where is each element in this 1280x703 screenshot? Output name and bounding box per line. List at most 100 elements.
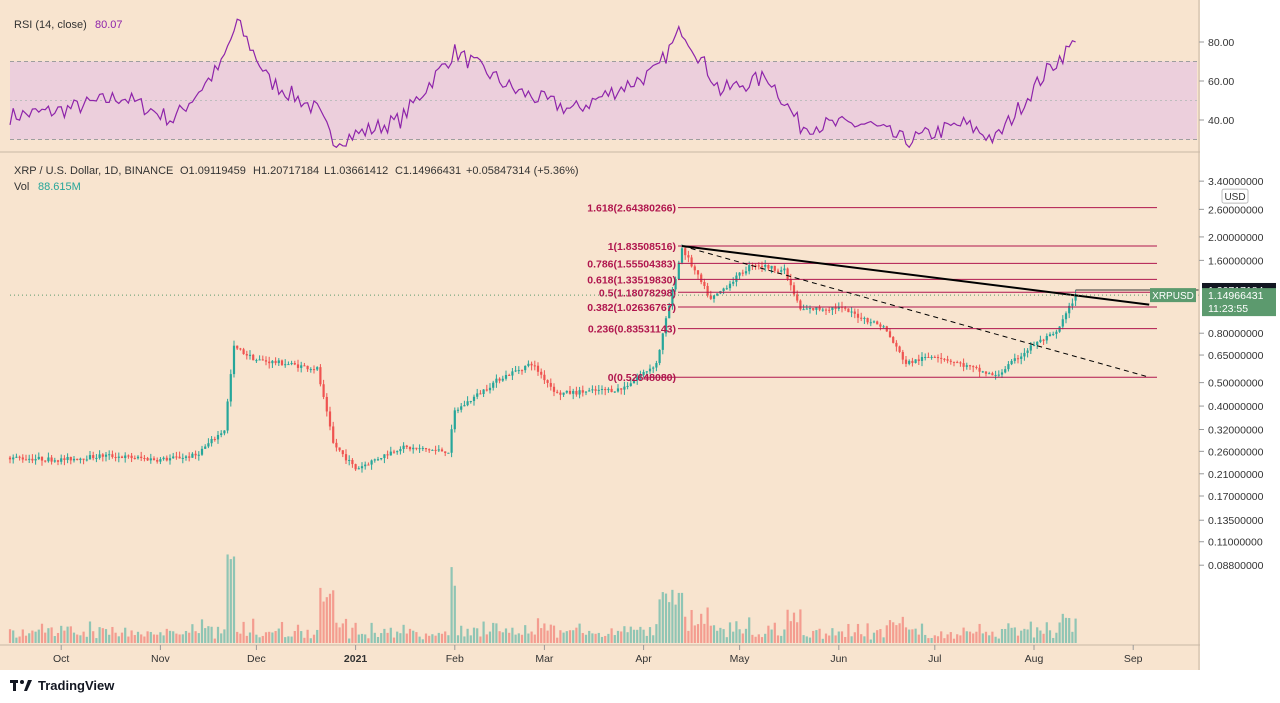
volume-bar bbox=[562, 632, 565, 643]
candle-body bbox=[408, 447, 412, 450]
volume-bar bbox=[908, 629, 911, 643]
volume-bar bbox=[952, 638, 956, 643]
tradingview-brand[interactable]: TradingView bbox=[10, 678, 114, 693]
candle-body bbox=[213, 438, 216, 440]
price-tick-label: 3.40000000 bbox=[1208, 176, 1264, 188]
volume-bar bbox=[866, 623, 869, 643]
candle-body bbox=[156, 459, 159, 462]
candle-body bbox=[252, 354, 255, 361]
volume-bar bbox=[479, 636, 482, 643]
volume-bar bbox=[530, 631, 533, 643]
volume-bar bbox=[159, 632, 162, 643]
volume-bar bbox=[783, 629, 786, 643]
candle-body bbox=[776, 270, 780, 272]
volume-bar bbox=[997, 638, 1000, 643]
volume-bar bbox=[744, 628, 748, 643]
candle-body bbox=[863, 317, 866, 319]
volume-bar bbox=[508, 632, 511, 643]
candle-body bbox=[760, 266, 764, 268]
volume-bar bbox=[335, 622, 338, 643]
volume-bar bbox=[1029, 621, 1032, 643]
volume-bar bbox=[149, 631, 152, 643]
candle-body bbox=[936, 357, 940, 359]
candle-body bbox=[856, 313, 860, 318]
volume-bar bbox=[268, 631, 271, 643]
volume-bar bbox=[82, 631, 85, 643]
volume-bar bbox=[725, 637, 728, 643]
fib-label: 1.618(2.64380266) bbox=[587, 203, 676, 215]
volume-bar bbox=[559, 630, 562, 643]
candle-body bbox=[447, 452, 450, 454]
volume-bar bbox=[1039, 630, 1042, 643]
candle-body bbox=[220, 433, 223, 435]
volume-bar bbox=[312, 634, 316, 643]
volume-bar bbox=[111, 626, 114, 643]
volume-bar bbox=[546, 630, 549, 643]
volume-bar bbox=[277, 628, 280, 643]
volume-bar bbox=[280, 621, 284, 643]
candle-body bbox=[226, 401, 229, 431]
volume-bar bbox=[844, 636, 847, 643]
candle-body bbox=[140, 456, 143, 458]
volume-bar bbox=[735, 621, 738, 643]
volume-bar bbox=[808, 637, 812, 643]
volume-bar bbox=[450, 567, 453, 643]
symbol-tag bbox=[1150, 288, 1196, 303]
volume-bar bbox=[901, 616, 904, 643]
volume-bar bbox=[181, 634, 184, 643]
candle-body bbox=[802, 309, 805, 311]
volume-bar bbox=[428, 635, 431, 643]
volume-bar bbox=[485, 634, 488, 643]
candle-body bbox=[812, 308, 815, 310]
volume-bar bbox=[223, 629, 226, 643]
candle-body bbox=[309, 369, 312, 371]
volume-bar bbox=[904, 627, 908, 643]
resistance-trendline[interactable] bbox=[681, 244, 1150, 306]
volume-bar bbox=[946, 634, 949, 643]
candle-body bbox=[876, 321, 879, 325]
candle-body bbox=[709, 295, 712, 299]
candle-body bbox=[31, 458, 34, 461]
volume-bar bbox=[332, 590, 335, 643]
xrp-chart[interactable]: 1.618(2.64380266) 1(1.83508516) 0.786(1.55… bbox=[0, 0, 1280, 670]
volume-bar bbox=[466, 628, 469, 643]
vol-label: Vol bbox=[14, 181, 29, 193]
candle-body bbox=[949, 360, 952, 362]
currency-tag[interactable] bbox=[1221, 188, 1249, 204]
volume-bar bbox=[165, 628, 168, 643]
candle-body bbox=[72, 458, 76, 461]
rsi-line bbox=[9, 18, 1076, 149]
volume-bar bbox=[15, 637, 18, 643]
candle-body bbox=[725, 288, 728, 290]
volume-bar bbox=[658, 599, 661, 643]
candle-body bbox=[693, 266, 696, 271]
volume-bar bbox=[556, 637, 559, 643]
symbol-line: XRP / U.S. Dollar, 1D, BINANCE bbox=[14, 165, 173, 177]
candle-body bbox=[341, 450, 344, 455]
volume-bar bbox=[188, 632, 191, 643]
volume-bar bbox=[636, 629, 639, 643]
candle-body bbox=[786, 268, 789, 280]
candle-body bbox=[95, 457, 98, 459]
volume-bar bbox=[632, 629, 636, 643]
candle-body bbox=[722, 288, 725, 291]
candle-body bbox=[661, 333, 664, 350]
ohlc-open: O1.09119459 bbox=[180, 165, 246, 177]
volume-bar bbox=[520, 634, 524, 643]
candle-body bbox=[668, 305, 671, 319]
candle-body bbox=[66, 456, 69, 460]
volume-bar bbox=[690, 609, 693, 643]
candle-body bbox=[332, 426, 335, 443]
ohlc-change: +0.05847314 (+5.36%) bbox=[466, 165, 579, 177]
price-tick-label: 1.60000000 bbox=[1208, 255, 1264, 267]
volume-bar bbox=[1026, 629, 1029, 643]
candle-body bbox=[600, 388, 604, 390]
volume-bar bbox=[616, 630, 620, 643]
volume-bar bbox=[120, 632, 124, 643]
candle-body bbox=[559, 392, 562, 395]
volume-bar bbox=[319, 587, 322, 643]
candle-body bbox=[504, 374, 508, 379]
volume-bar bbox=[661, 592, 664, 643]
volume-bar bbox=[357, 634, 360, 643]
